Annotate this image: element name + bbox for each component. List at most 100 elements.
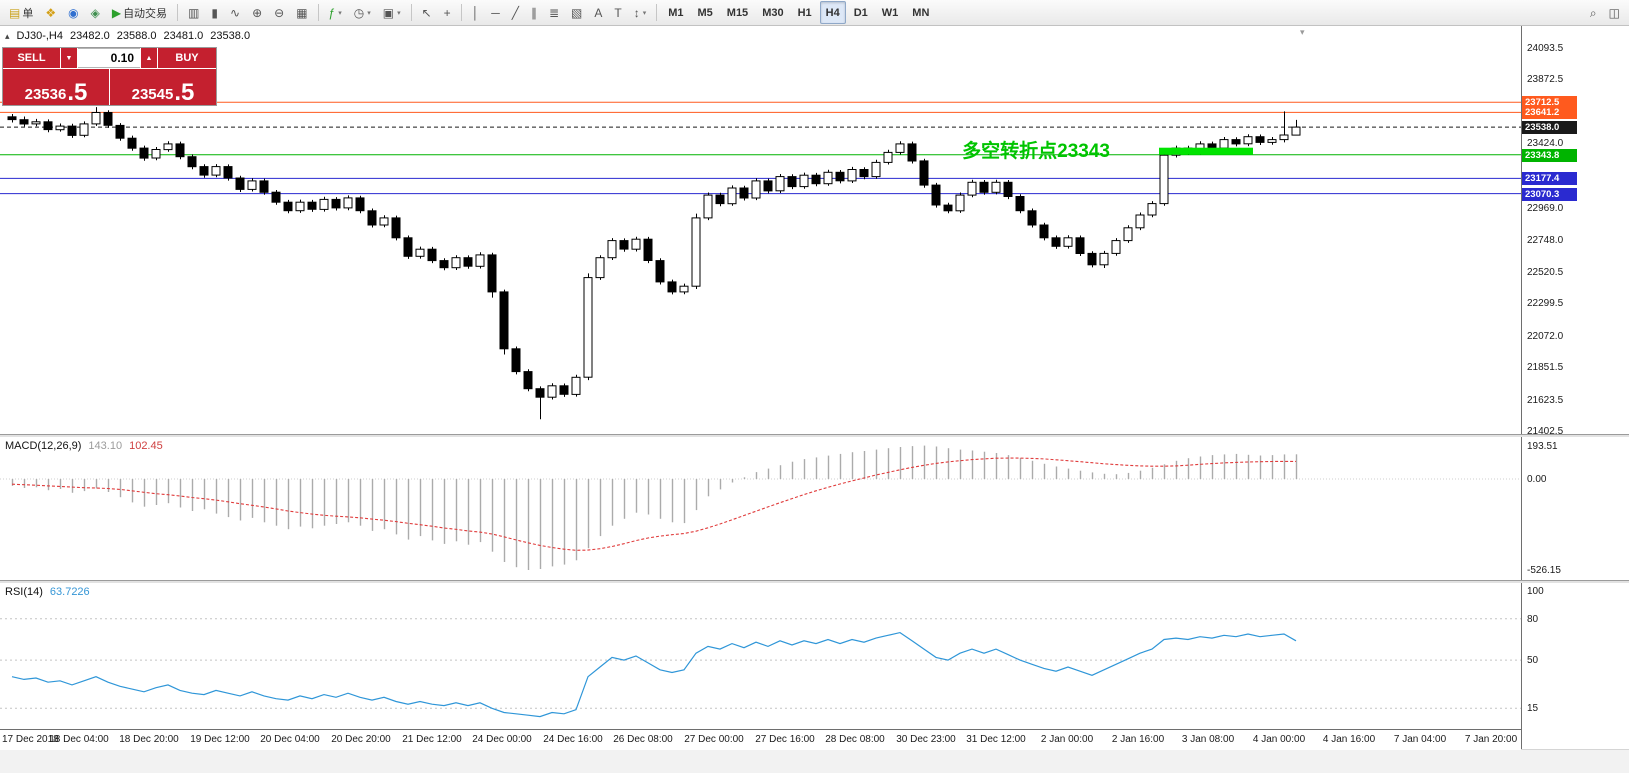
caret-down-icon: ▾ <box>642 9 647 17</box>
lot-increase-button[interactable]: ▲ <box>141 48 157 68</box>
one-click-toggle-icon[interactable]: ▴ <box>5 30 10 41</box>
macd-chart-svg <box>0 445 1521 570</box>
zoom-in-button[interactable]: ⊕ <box>247 1 267 24</box>
arrows-button-icon: ↕ <box>633 5 640 20</box>
trendline-button[interactable]: ╱ <box>507 1 524 24</box>
time-axis-label: 19 Dec 12:00 <box>190 734 250 745</box>
text-label-button-icon: T <box>614 5 622 20</box>
horizontal-line-button-icon: ─ <box>491 5 500 20</box>
price-chart-panel[interactable]: 多空转折点23343 ▴ DJ30-,H4 23482.0 23588.0 23… <box>0 26 1521 434</box>
tf-h1[interactable]: H1 <box>792 1 818 24</box>
chart-annotation-text[interactable]: 多空转折点23343 <box>962 139 1110 162</box>
rsi-axis-label: 100 <box>1527 586 1544 597</box>
tf-m5[interactable]: M5 <box>692 1 719 24</box>
cursor-button[interactable]: ↖ <box>417 1 437 24</box>
tf-w1-label: W1 <box>881 6 899 19</box>
time-axis-label: 4 Jan 00:00 <box>1252 734 1306 745</box>
channel-button[interactable]: ∥ <box>526 1 542 24</box>
time-axis[interactable]: 17 Dec 2018 18 Dec 04:00 18 Dec 20:00 19 De… <box>0 729 1521 750</box>
support-zone-highlight[interactable] <box>1159 147 1253 155</box>
line-chart-icon[interactable]: ∿ <box>225 1 245 24</box>
price-tag-23538.0: 23538.0 <box>1522 121 1577 134</box>
price-tag-23712.5: 23712.5 <box>1522 96 1577 109</box>
rsi-axis-label: 80 <box>1527 614 1539 625</box>
chart-shift-marker[interactable]: ▾ <box>1300 27 1305 37</box>
vertical-line-button[interactable]: │ <box>467 1 485 24</box>
text-button[interactable]: A <box>589 1 607 24</box>
price-axis-label: 22520.5 <box>1527 267 1564 278</box>
toolbar-separator <box>460 4 462 21</box>
price-axis-label: 24093.5 <box>1527 43 1564 54</box>
periods-button[interactable]: ◷ ▾ <box>349 1 376 24</box>
time-axis-label: 2 Jan 00:00 <box>1040 734 1094 745</box>
price-axis-label: 23872.5 <box>1527 74 1564 85</box>
sell-price-base: 23536 <box>24 86 67 103</box>
lot-decrease-button[interactable]: ▼ <box>61 48 77 68</box>
sell-button[interactable]: SELL <box>3 48 60 68</box>
cursor-button-icon: ↖ <box>421 5 432 20</box>
time-axis-label: 4 Jan 16:00 <box>1322 734 1376 745</box>
tf-m30[interactable]: M30 <box>756 1 789 24</box>
periods-button-icon: ◷ <box>353 5 365 20</box>
bar-chart-icon[interactable]: ▥ <box>183 1 204 24</box>
macd-histogram <box>11 445 1298 570</box>
crosshair-button[interactable]: + <box>439 1 456 24</box>
caret-down-icon: ▾ <box>338 9 342 17</box>
search-button[interactable]: ⌕ <box>1585 1 1602 24</box>
ohlc-info-line: ▴ DJ30-,H4 23482.0 23588.0 23481.0 23538… <box>5 30 250 42</box>
buy-button[interactable]: BUY <box>158 48 216 68</box>
indicators-button-icon: ƒ <box>328 5 336 20</box>
autotrading-button-icon: ▶ <box>111 5 122 20</box>
buy-price-button[interactable]: 23545 .5 <box>110 69 216 105</box>
rsi-axis-label: 15 <box>1527 703 1539 714</box>
time-axis-label: 7 Jan 04:00 <box>1393 734 1447 745</box>
autotrading-button[interactable]: ▶ 自动交易 <box>107 1 172 24</box>
price-tag-23641.2: 23641.2 <box>1522 106 1577 119</box>
time-axis-label: 24 Dec 16:00 <box>543 734 603 745</box>
tf-w1[interactable]: W1 <box>876 1 905 24</box>
market-watch-icon[interactable]: ◉ <box>63 1 83 24</box>
candlestick-chart-icon[interactable]: ▮ <box>206 1 223 24</box>
rsi-indicator-panel[interactable]: RSI(14) 63.7226 <box>0 583 1521 729</box>
time-axis-label: 31 Dec 12:00 <box>966 734 1026 745</box>
zoom-out-button[interactable]: ⊖ <box>269 1 289 24</box>
time-axis-label: 3 Jan 08:00 <box>1181 734 1235 745</box>
chart-profiles-icon[interactable]: ❖ <box>40 1 61 24</box>
symbol-period-label: DJ30-,H4 <box>16 30 63 42</box>
candlesticks <box>7 107 1301 420</box>
data-window-icon[interactable]: ◈ <box>86 1 105 24</box>
fibonacci-button[interactable]: ≣ <box>544 1 564 24</box>
macd-indicator-panel[interactable]: MACD(12,26,9) 143.10 102.45 <box>0 437 1521 580</box>
indicators-button[interactable]: ƒ ▾ <box>324 1 347 24</box>
tf-d1[interactable]: D1 <box>848 1 874 24</box>
text-label-button[interactable]: T <box>609 1 626 24</box>
tf-m15[interactable]: M15 <box>721 1 754 24</box>
new-order-button[interactable]: ▤ 单 <box>4 1 38 24</box>
new-order-button-icon: ▤ <box>9 5 21 20</box>
templates-button[interactable]: ▣ ▾ <box>378 1 406 24</box>
rsi-chart-svg <box>0 618 1521 718</box>
price-tag-23177.4: 23177.4 <box>1522 172 1577 185</box>
rsi-line <box>11 631 1297 718</box>
sell-price-button[interactable]: 23536 .5 <box>3 69 109 105</box>
tf-mn[interactable]: MN <box>906 1 935 24</box>
panel-separator[interactable] <box>0 580 1629 583</box>
tf-h4[interactable]: H4 <box>819 1 846 24</box>
data-window-icon-icon: ◈ <box>90 5 100 20</box>
time-axis-label: 24 Dec 00:00 <box>472 734 532 745</box>
tf-h4-label: H4 <box>825 6 840 19</box>
new-chart-button[interactable]: ◫ <box>1604 1 1625 24</box>
fibonacci-button-icon: ≣ <box>548 5 559 20</box>
lot-size-input[interactable]: 0.10 <box>78 48 140 68</box>
shapes-button[interactable]: ▧ <box>566 1 587 24</box>
arrows-button[interactable]: ↕ ▾ <box>629 1 652 24</box>
price-tag-23070.3: 23070.3 <box>1522 188 1577 201</box>
bar-chart-icon-icon: ▥ <box>188 5 200 20</box>
price-axis-label: 22072.0 <box>1527 331 1564 342</box>
tile-windows-icon[interactable]: ▦ <box>291 1 312 24</box>
panel-separator[interactable] <box>0 434 1629 437</box>
price-axis[interactable]: 24093.5 23872.5 23424.0 22969.0 22748.0 22520… <box>1521 26 1629 749</box>
horizontal-line-button[interactable]: ─ <box>486 1 505 24</box>
ohlc-close-value: 23538.0 <box>210 30 251 42</box>
tf-m1[interactable]: M1 <box>662 1 689 24</box>
